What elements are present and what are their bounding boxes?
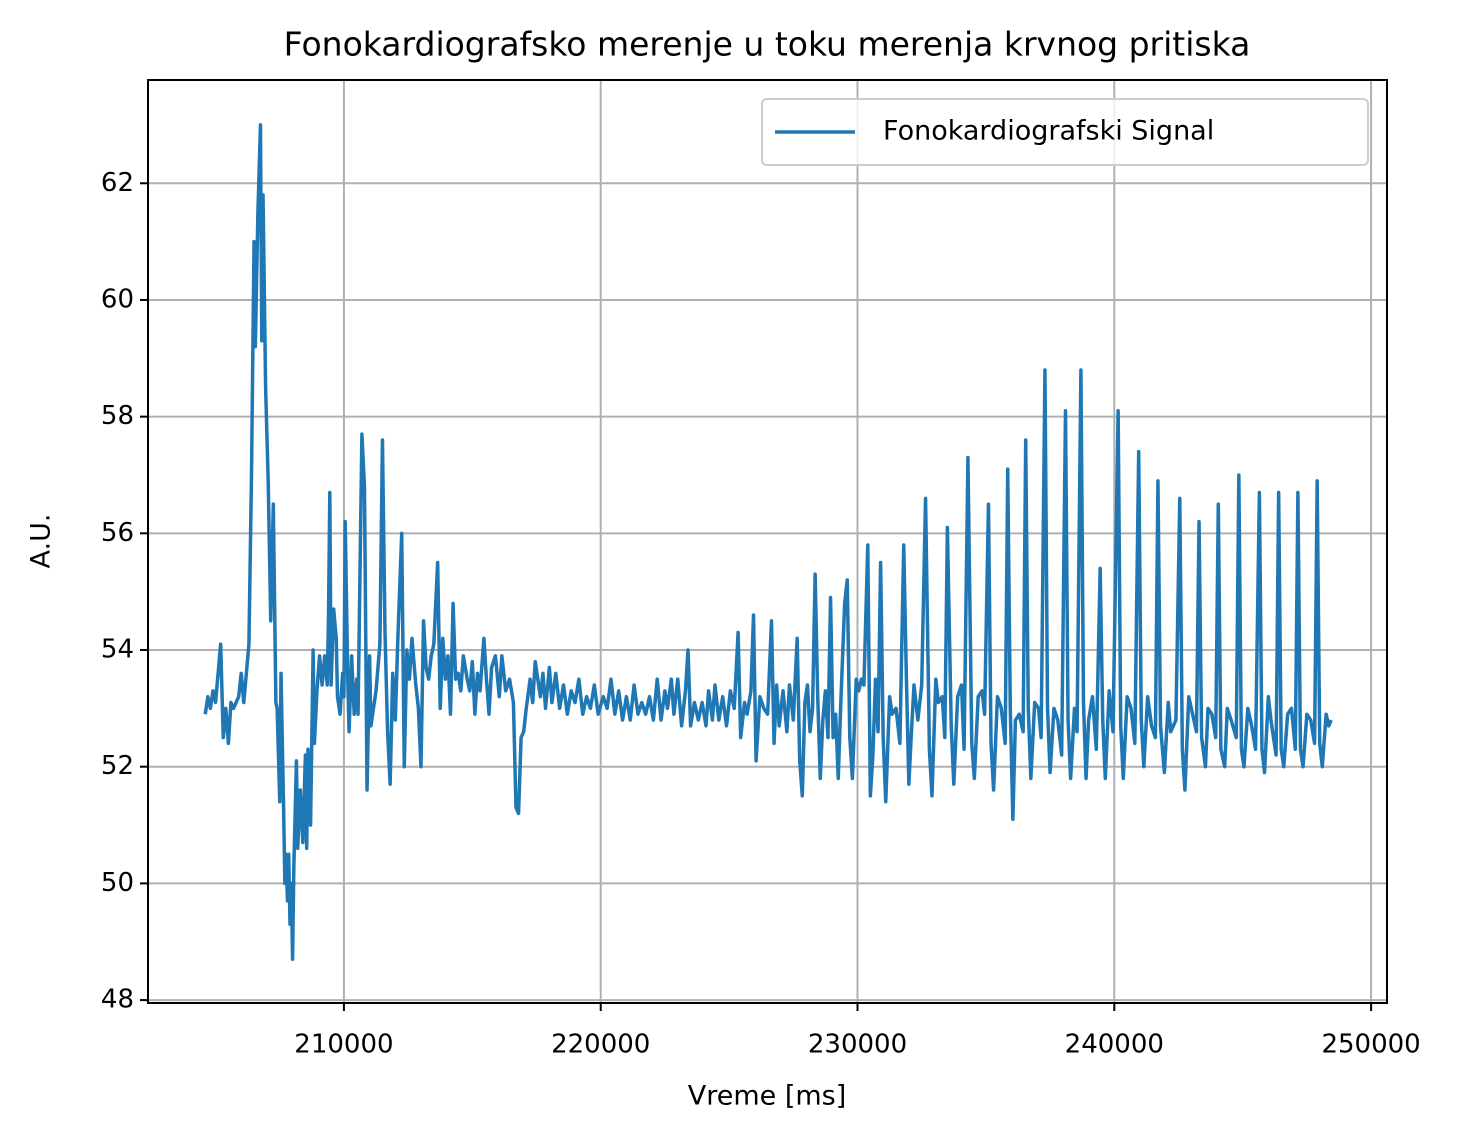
y-tick-label: 60 xyxy=(101,284,134,314)
y-tick-label: 50 xyxy=(101,868,134,898)
plot-frame xyxy=(147,79,1388,1004)
x-tick-label: 230000 xyxy=(808,1030,907,1060)
x-tick-label: 220000 xyxy=(551,1030,650,1060)
x-tick-label: 240000 xyxy=(1065,1030,1164,1060)
y-tick-label: 62 xyxy=(101,168,134,198)
y-axis-label: A.U. xyxy=(26,514,57,569)
y-tick-label: 54 xyxy=(101,635,134,665)
x-tick-label: 210000 xyxy=(294,1030,393,1060)
x-axis-label: Vreme [ms] xyxy=(688,1081,847,1112)
legend-box xyxy=(761,98,1369,166)
y-tick-label: 58 xyxy=(101,401,134,431)
y-tick-label: 48 xyxy=(101,985,134,1015)
chart-title: Fonokardiografsko merenje u toku merenja… xyxy=(284,25,1251,64)
y-tick-label: 52 xyxy=(101,751,134,781)
y-tick-label: 56 xyxy=(101,518,134,548)
data-line xyxy=(203,123,1333,961)
x-tick-label: 250000 xyxy=(1321,1030,1420,1060)
legend: Fonokardiografski Signal xyxy=(761,98,1369,166)
legend-label: Fonokardiografski Signal xyxy=(883,116,1214,147)
